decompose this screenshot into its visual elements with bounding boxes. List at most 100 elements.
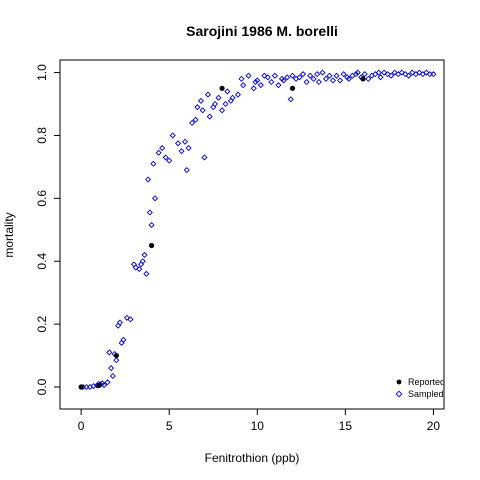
x-axis-label: Fenitrothion (ppb) (205, 451, 300, 465)
sampled-point (204, 91, 211, 98)
y-tick-label: 0.4 (35, 253, 49, 270)
sampled-point (182, 138, 189, 145)
sampled-point (162, 154, 169, 161)
sampled-point (194, 104, 201, 111)
sampled-point (183, 167, 190, 174)
y-tick-label: 0.0 (35, 378, 49, 395)
sampled-point (329, 77, 337, 84)
sampled-point (113, 357, 120, 364)
sampled-point (234, 91, 241, 98)
sampled-point (310, 75, 317, 82)
x-tick-label: 10 (251, 419, 265, 433)
data-points (78, 69, 437, 391)
sampled-point (141, 251, 148, 258)
sampled-point (402, 71, 409, 78)
y-tick-label: 0.6 (35, 190, 49, 207)
sampled-point (178, 148, 185, 155)
sampled-point (101, 382, 108, 389)
sampled-point (201, 154, 208, 161)
sampled-point (261, 72, 268, 79)
sampled-point (391, 69, 398, 76)
sampled-point (210, 104, 217, 111)
sampled-point (139, 258, 146, 265)
sampled-point (257, 82, 264, 89)
sampled-point (333, 72, 340, 79)
y-tick-label: 0.8 (35, 127, 49, 144)
sampled-point (123, 314, 130, 321)
sampled-point (405, 72, 412, 79)
sampled-point (106, 349, 113, 356)
x-tick-label: 15 (339, 419, 353, 433)
plot-frame (59, 59, 445, 410)
reported-point (148, 242, 155, 249)
sampled-point (303, 78, 310, 86)
sampled-point (197, 97, 204, 104)
sampled-point (159, 144, 166, 152)
sampled-point (224, 88, 231, 95)
reported-point (219, 85, 225, 91)
sampled-point (388, 72, 395, 79)
reported-point (289, 85, 296, 91)
sampled-point (296, 74, 303, 81)
x-tick-label: 5 (166, 419, 173, 433)
sampled-point (130, 261, 138, 268)
chart-title: Sarojini 1986 M. borelli (186, 23, 338, 39)
sampled-point (254, 77, 261, 84)
sampled-point (314, 71, 321, 78)
sampled-point (136, 266, 143, 273)
sampled-point (240, 82, 247, 89)
x-tick-label: 20 (427, 419, 441, 433)
sampled-point (337, 77, 344, 84)
reported-point (360, 76, 366, 82)
x-tick-label: 0 (78, 419, 85, 433)
y-tick-label: 0.2 (35, 315, 49, 332)
sampled-point (354, 69, 361, 76)
sampled-point (174, 140, 182, 147)
sampled-point (206, 113, 213, 120)
sampled-point (250, 85, 257, 92)
sampled-point (289, 72, 296, 79)
sampled-point (118, 339, 125, 347)
sampled-point (115, 322, 122, 329)
sampled-point (365, 75, 372, 82)
sampled-point (416, 69, 423, 76)
sampled-point (127, 316, 134, 323)
sampled-point (423, 69, 430, 76)
sampled-point (287, 96, 294, 103)
y-axis: 0.0 0.2 0.4 0.6 0.8 1.0 (35, 64, 60, 395)
sampled-point (384, 71, 391, 78)
y-axis-label: mortality (2, 212, 16, 257)
reported-point (78, 384, 84, 390)
x-axis: 0 5 10 15 20 (78, 409, 441, 433)
sampled-point (215, 94, 222, 101)
legend-marker-reported (396, 379, 402, 385)
sampled-point (275, 82, 282, 89)
sampled-point (340, 71, 347, 78)
sampled-point (377, 74, 384, 81)
legend: Reported Sampled (395, 377, 445, 399)
sampled-point (284, 74, 291, 81)
sampled-point (166, 157, 173, 164)
sampled-point (307, 72, 314, 79)
sampled-point (189, 119, 196, 126)
sampled-point (109, 372, 116, 380)
sampled-point (322, 75, 330, 82)
sampled-point (245, 72, 252, 79)
sampled-point (132, 264, 139, 271)
sampled-point (192, 116, 199, 123)
sampled-point (150, 160, 157, 167)
sampled-point (252, 78, 259, 86)
sampled-point (264, 74, 271, 81)
sampled-point (143, 270, 150, 277)
sampled-point (398, 69, 405, 76)
reported-point (96, 382, 102, 389)
sampled-point (146, 209, 153, 216)
sampled-point (185, 144, 192, 152)
sampled-point (145, 176, 152, 183)
sampled-point (326, 72, 333, 79)
legend-label-reported: Reported (408, 377, 445, 387)
sampled-point (319, 69, 326, 76)
sampled-point (238, 75, 245, 82)
legend-label-sampled: Sampled (408, 389, 444, 399)
